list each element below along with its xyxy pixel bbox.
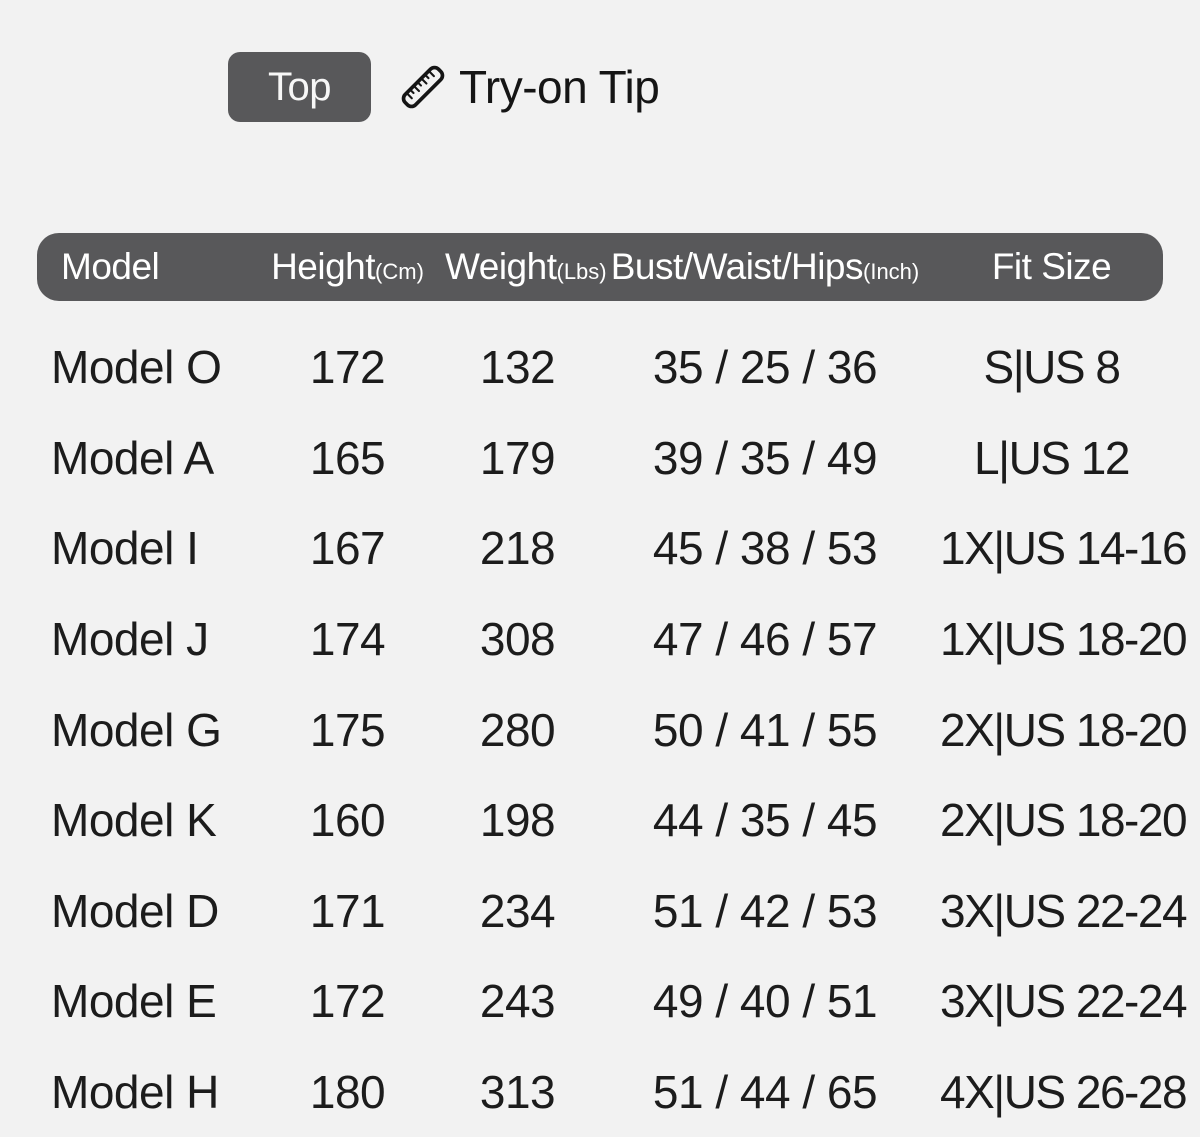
category-badge-label: Top — [268, 64, 332, 109]
cell-fit-size: S|US 8 — [983, 341, 1121, 394]
table-row: Model O 172 132 35 / 25 / 36 S|US 8 — [37, 322, 1163, 413]
cell-height: 175 — [309, 703, 386, 756]
column-header-model: Model — [37, 246, 250, 288]
cell-height: 160 — [309, 794, 386, 847]
cell-bust-waist-hips: 51 / 42 / 53 — [652, 884, 878, 937]
cell-weight: 218 — [479, 522, 556, 575]
cell-height: 171 — [309, 884, 386, 937]
table-row: Model E 172 243 49 / 40 / 51 3X|US 22-24 — [37, 956, 1188, 1047]
column-header-fit-size-label: Fit Size — [991, 246, 1112, 287]
column-header-weight-unit: (Lbs) — [556, 259, 607, 284]
cell-fit-size: L|US 12 — [974, 431, 1130, 484]
cell-fit-size: 4X|US 26-28 — [940, 1066, 1188, 1119]
table-row: Model K 160 198 44 / 35 / 45 2X|US 18-20 — [37, 775, 1188, 866]
cell-bust-waist-hips: 50 / 41 / 55 — [652, 703, 878, 756]
ruler-icon — [397, 58, 449, 116]
cell-height: 167 — [309, 522, 386, 575]
cell-weight: 313 — [479, 1066, 556, 1119]
cell-fit-size: 1X|US 18-20 — [940, 613, 1188, 666]
cell-bust-waist-hips: 44 / 35 / 45 — [652, 794, 878, 847]
column-header-model-label: Model — [61, 246, 160, 287]
cell-weight: 198 — [479, 794, 556, 847]
cell-model: Model O — [51, 341, 222, 394]
table-row: Model D 171 234 51 / 42 / 53 3X|US 22-24 — [37, 866, 1188, 957]
table-row: Model A 165 179 39 / 35 / 49 L|US 12 — [37, 413, 1163, 504]
cell-weight: 179 — [479, 431, 556, 484]
cell-model: Model G — [51, 703, 222, 756]
cell-fit-size: 2X|US 18-20 — [940, 703, 1188, 756]
cell-bust-waist-hips: 51 / 44 / 65 — [652, 1066, 878, 1119]
table-row: Model H 180 313 51 / 44 / 65 4X|US 26-28 — [37, 1047, 1188, 1137]
cell-model: Model J — [51, 613, 209, 666]
column-header-bwh-unit: (Inch) — [863, 259, 920, 284]
page-header: Top Try-on Tip — [0, 0, 1200, 124]
cell-fit-size: 2X|US 18-20 — [940, 794, 1188, 847]
size-chart-table: Model Height(Cm) Weight(Lbs) Bust/Waist/… — [37, 233, 1188, 1137]
cell-fit-size: 1X|US 14-16 — [940, 522, 1188, 575]
cell-height: 180 — [309, 1066, 386, 1119]
category-badge-top: Top — [228, 52, 371, 122]
cell-bust-waist-hips: 49 / 40 / 51 — [652, 975, 878, 1028]
cell-bust-waist-hips: 47 / 46 / 57 — [652, 613, 878, 666]
cell-bust-waist-hips: 35 / 25 / 36 — [652, 341, 878, 394]
cell-height: 172 — [309, 341, 386, 394]
cell-weight: 234 — [479, 884, 556, 937]
column-header-height: Height(Cm) — [250, 246, 445, 288]
table-header-row: Model Height(Cm) Weight(Lbs) Bust/Waist/… — [37, 233, 1163, 301]
column-header-weight-label: Weight — [445, 246, 557, 287]
cell-model: Model E — [51, 975, 217, 1028]
cell-weight: 243 — [479, 975, 556, 1028]
column-header-height-label: Height — [271, 246, 376, 287]
cell-height: 172 — [309, 975, 386, 1028]
cell-model: Model D — [51, 884, 219, 937]
column-header-bwh: Bust/Waist/Hips(Inch) — [590, 246, 940, 288]
cell-model: Model H — [51, 1066, 219, 1119]
cell-model: Model K — [51, 794, 217, 847]
cell-weight: 280 — [479, 703, 556, 756]
table-row: Model G 175 280 50 / 41 / 55 2X|US 18-20 — [37, 684, 1188, 775]
cell-bust-waist-hips: 39 / 35 / 49 — [652, 431, 878, 484]
cell-bust-waist-hips: 45 / 38 / 53 — [652, 522, 878, 575]
page-title: Try-on Tip — [459, 61, 660, 113]
cell-fit-size: 3X|US 22-24 — [940, 975, 1188, 1028]
column-header-height-unit: (Cm) — [375, 259, 424, 284]
column-header-weight: Weight(Lbs) — [445, 246, 607, 288]
table-body: Model O 172 132 35 / 25 / 36 S|US 8 Mode… — [37, 301, 1188, 1137]
table-row: Model I 167 218 45 / 38 / 53 1X|US 14-16 — [37, 503, 1188, 594]
cell-weight: 308 — [479, 613, 556, 666]
table-row: Model J 174 308 47 / 46 / 57 1X|US 18-20 — [37, 594, 1188, 685]
cell-fit-size: 3X|US 22-24 — [940, 884, 1188, 937]
cell-height: 165 — [309, 431, 386, 484]
cell-model: Model I — [51, 522, 199, 575]
column-header-fit-size: Fit Size — [940, 246, 1163, 288]
cell-weight: 132 — [479, 341, 556, 394]
cell-height: 174 — [309, 613, 386, 666]
cell-model: Model A — [51, 431, 214, 484]
column-header-bwh-label: Bust/Waist/Hips — [610, 246, 864, 287]
